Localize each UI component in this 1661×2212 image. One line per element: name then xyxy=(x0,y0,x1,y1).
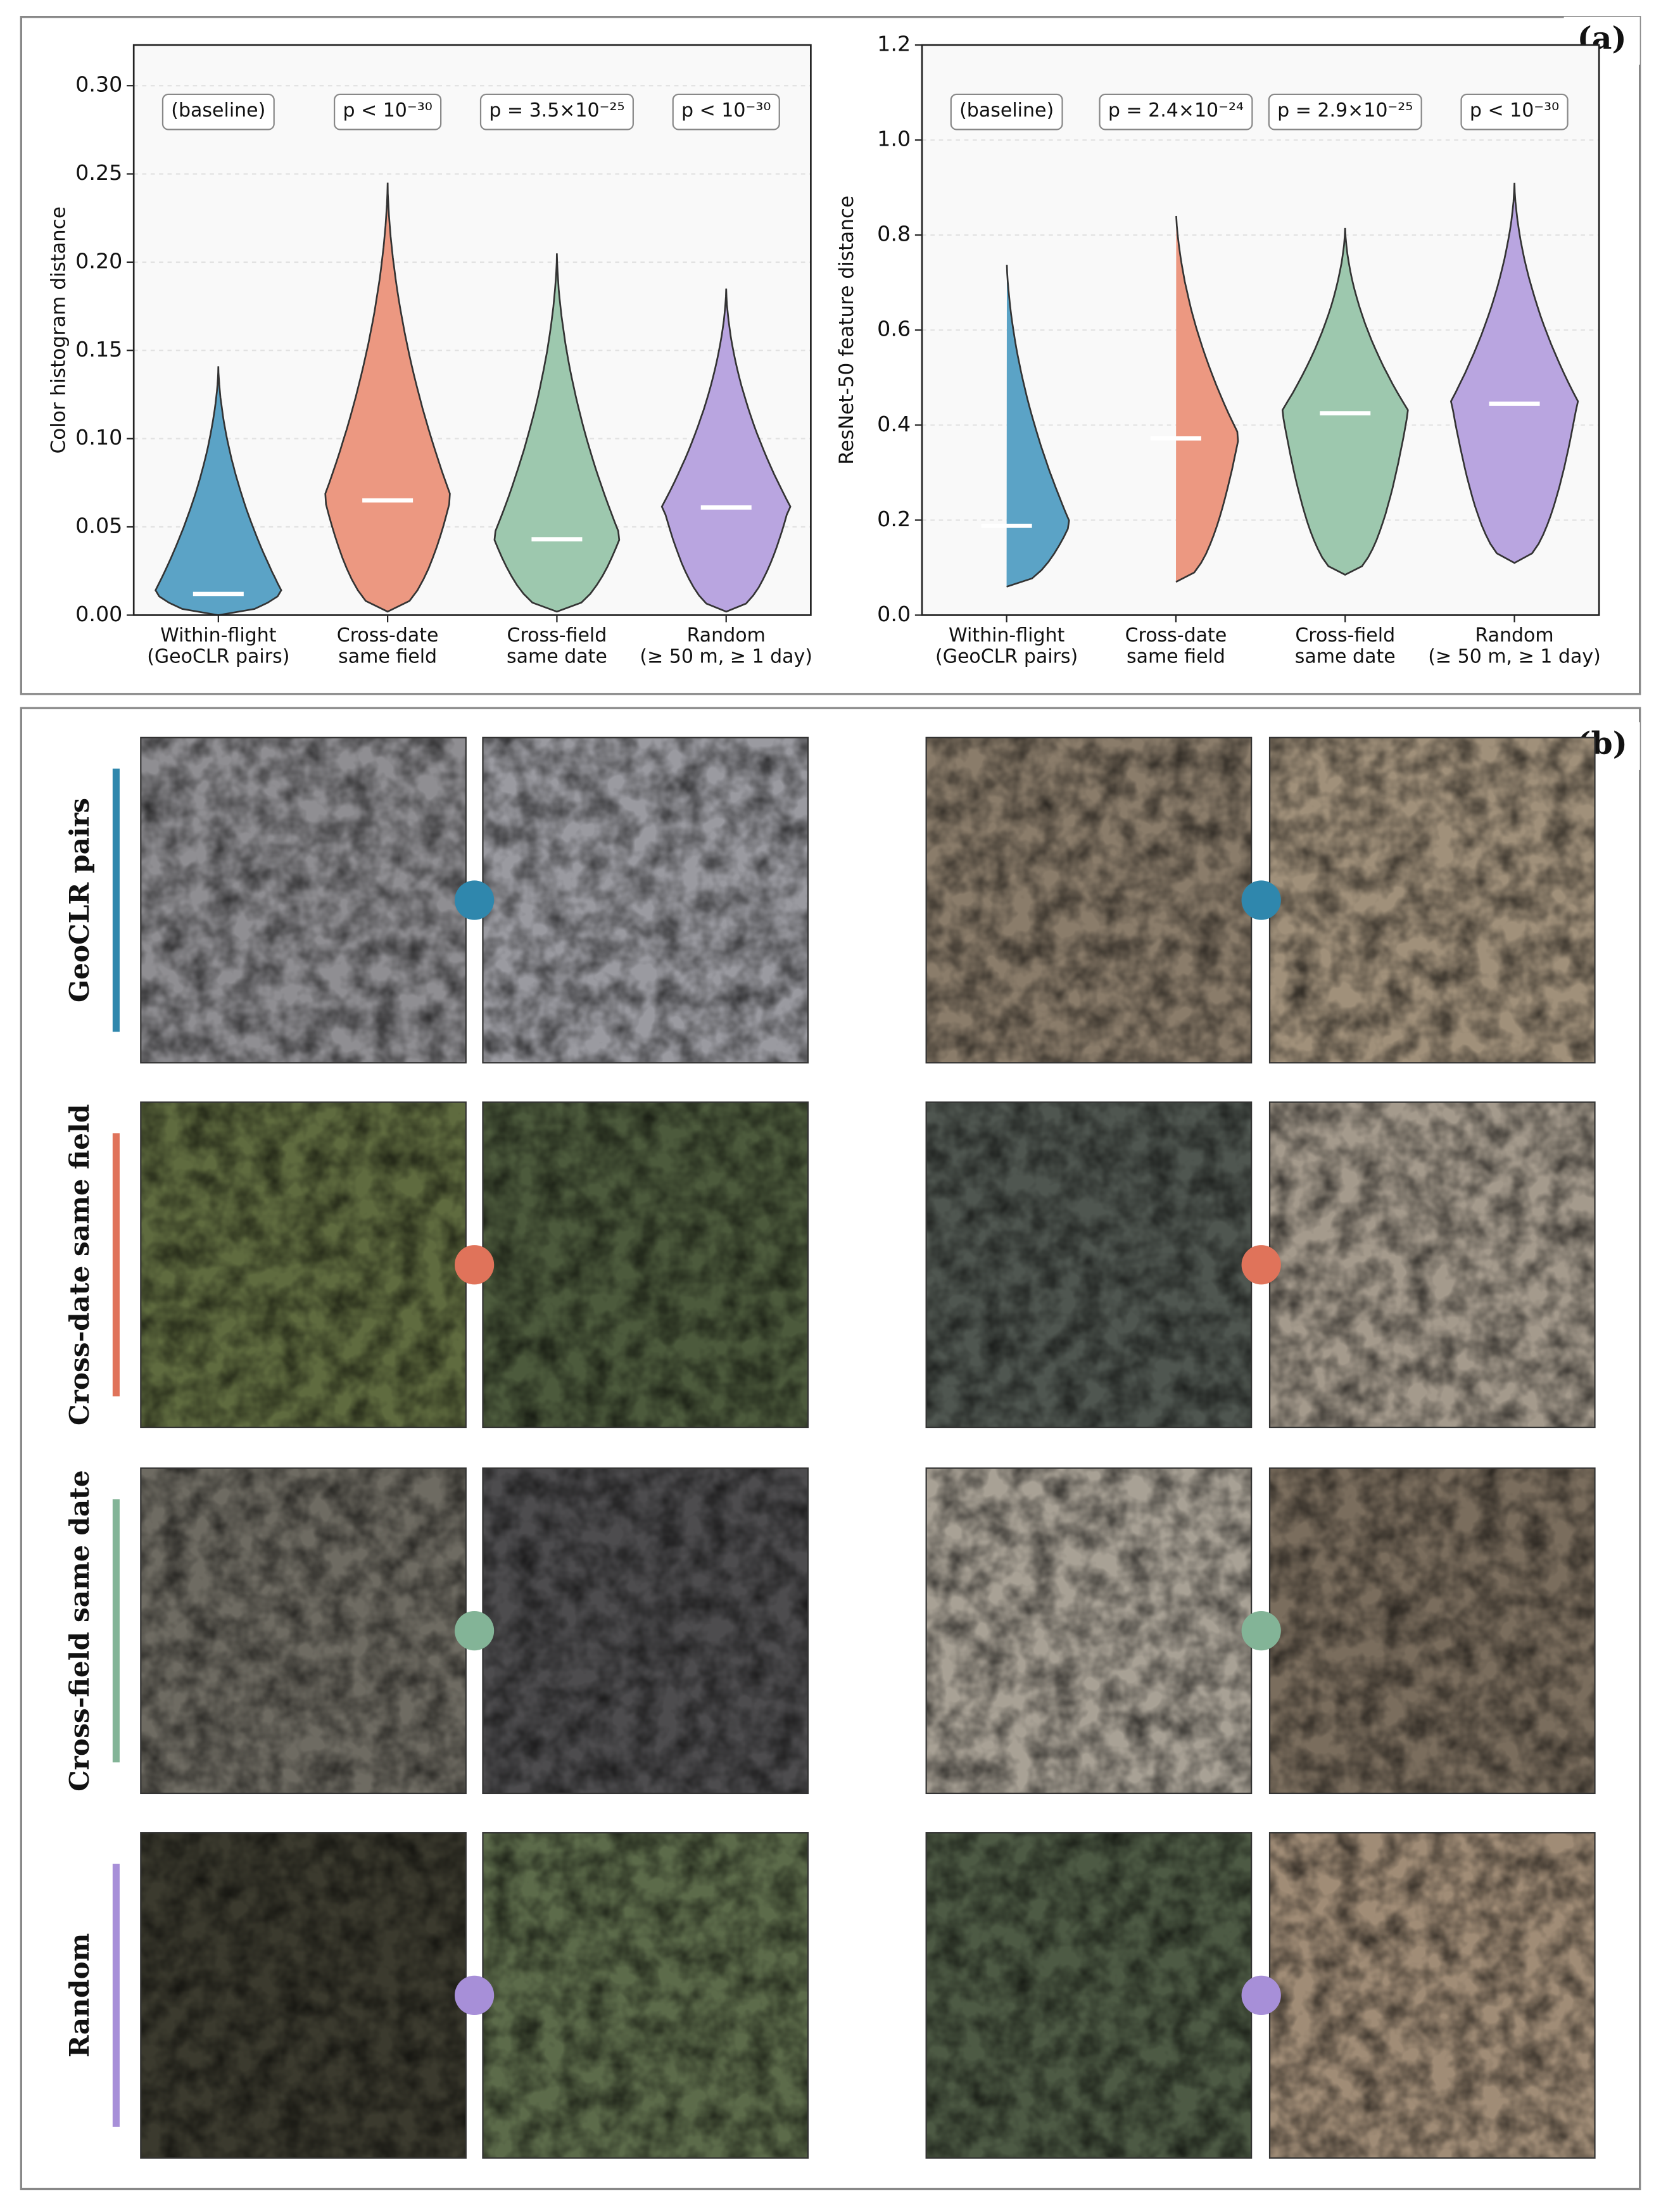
pair-marker xyxy=(454,1975,495,2016)
y-tick-label: 0.00 xyxy=(75,602,122,626)
annotation: p = 3.5×10⁻²⁵ xyxy=(489,99,624,122)
x-tick-label: same field xyxy=(1127,646,1225,668)
x-tick-label: Cross-field xyxy=(1295,624,1395,647)
row-label: GeoCLR pairs xyxy=(63,798,95,1002)
plot-frame xyxy=(921,44,1600,616)
image-texture xyxy=(141,1833,466,2158)
image-grid: GeoCLR pairs Cross-date same field Cross-f… xyxy=(63,736,1596,2159)
pair-marker xyxy=(1241,1975,1281,2016)
annotation-box xyxy=(1460,93,1569,130)
x-tick-label: Random xyxy=(687,624,766,647)
y-tick-label: 0.20 xyxy=(75,248,122,273)
image-texture xyxy=(483,1468,808,1793)
image-texture xyxy=(141,1468,466,1793)
y-tick-label: 0.15 xyxy=(75,337,122,362)
annotation-box xyxy=(1099,93,1253,130)
image-texture xyxy=(926,1833,1252,2158)
x-tick-label: same date xyxy=(1295,646,1396,668)
annotation: p < 10⁻³⁰ xyxy=(343,99,432,122)
annotation-box xyxy=(950,93,1063,130)
row-bar xyxy=(112,1864,120,2127)
pair-marker xyxy=(1241,880,1281,920)
y-tick-label: 0.2 xyxy=(877,507,911,531)
x-tick-label: (≥ 50 m, ≥ 1 day) xyxy=(640,646,812,668)
row-label: Random xyxy=(63,1933,95,2057)
annotation-box xyxy=(479,93,634,130)
y-tick-label: 0.30 xyxy=(75,72,122,97)
x-tick-label: same date xyxy=(507,646,607,668)
row-bar xyxy=(112,1499,120,1763)
pair-marker xyxy=(1241,1611,1281,1651)
violin xyxy=(155,366,282,616)
annotation: p < 10⁻³⁰ xyxy=(1470,99,1559,122)
image-texture xyxy=(926,737,1252,1063)
violin xyxy=(493,253,621,613)
plot-frame xyxy=(132,44,812,616)
violin xyxy=(324,182,451,613)
violin xyxy=(1175,215,1239,583)
x-tick-label: Within-flight xyxy=(949,624,1065,647)
y-tick-label: 1.0 xyxy=(877,127,911,151)
y-tick-label: 0.10 xyxy=(75,425,122,450)
x-tick-label: Cross-date xyxy=(1125,624,1227,647)
violin xyxy=(1449,182,1579,564)
y-tick-label: 0.6 xyxy=(877,317,911,341)
pair-marker xyxy=(454,1611,495,1651)
panel-a-frame xyxy=(20,16,1641,695)
row-bar xyxy=(112,768,120,1032)
panel-b-frame xyxy=(20,707,1641,2190)
y-tick-label: 0.25 xyxy=(75,160,122,185)
x-tick-label: Cross-date xyxy=(337,624,439,647)
annotation-box xyxy=(334,93,442,130)
x-tick-label: Random xyxy=(1475,624,1553,647)
annotation: (baseline) xyxy=(959,99,1054,122)
image-texture xyxy=(926,1102,1252,1427)
violin xyxy=(660,288,792,613)
image-texture xyxy=(483,1102,808,1427)
row-label: Cross-field same date xyxy=(63,1470,95,1791)
annotation: p = 2.9×10⁻²⁵ xyxy=(1277,99,1413,122)
x-tick-label: Within-flight xyxy=(160,624,277,647)
row-bar xyxy=(112,1133,120,1397)
y-axis-label: ResNet-50 feature distance xyxy=(835,196,858,465)
annotation-box xyxy=(672,93,780,130)
image-texture xyxy=(926,1468,1252,1793)
y-tick-label: 0.05 xyxy=(75,514,122,538)
image-texture xyxy=(1270,1102,1595,1427)
y-tick-label: 1.2 xyxy=(877,32,911,56)
pair-marker xyxy=(454,1245,495,1285)
violin xyxy=(1281,227,1409,576)
x-tick-label: Cross-field xyxy=(507,624,607,647)
image-texture xyxy=(1270,1833,1595,2158)
x-tick-label: same field xyxy=(338,646,437,668)
image-texture xyxy=(483,737,808,1063)
annotation: (baseline) xyxy=(171,99,265,122)
violin xyxy=(1006,265,1070,588)
y-tick-label: 0.4 xyxy=(877,412,911,436)
y-axis-label: Color histogram distance xyxy=(47,206,70,454)
image-texture xyxy=(141,1102,466,1427)
image-texture xyxy=(1270,737,1595,1063)
x-tick-label: (≥ 50 m, ≥ 1 day) xyxy=(1428,646,1601,668)
pair-marker xyxy=(1241,1245,1281,1285)
x-tick-label: (GeoCLR pairs) xyxy=(935,646,1078,668)
x-tick-label: (GeoCLR pairs) xyxy=(147,646,289,668)
annotation-box xyxy=(161,93,275,130)
pair-marker xyxy=(454,880,495,920)
annotation-box xyxy=(1268,93,1422,130)
image-texture xyxy=(141,737,466,1063)
image-texture xyxy=(483,1833,808,2158)
row-label: Cross-date same field xyxy=(63,1104,95,1425)
image-texture xyxy=(1270,1468,1595,1793)
y-tick-label: 0.0 xyxy=(877,602,911,626)
annotation: p < 10⁻³⁰ xyxy=(681,99,771,122)
y-tick-label: 0.8 xyxy=(877,222,911,246)
annotation: p = 2.4×10⁻²⁴ xyxy=(1108,99,1244,122)
